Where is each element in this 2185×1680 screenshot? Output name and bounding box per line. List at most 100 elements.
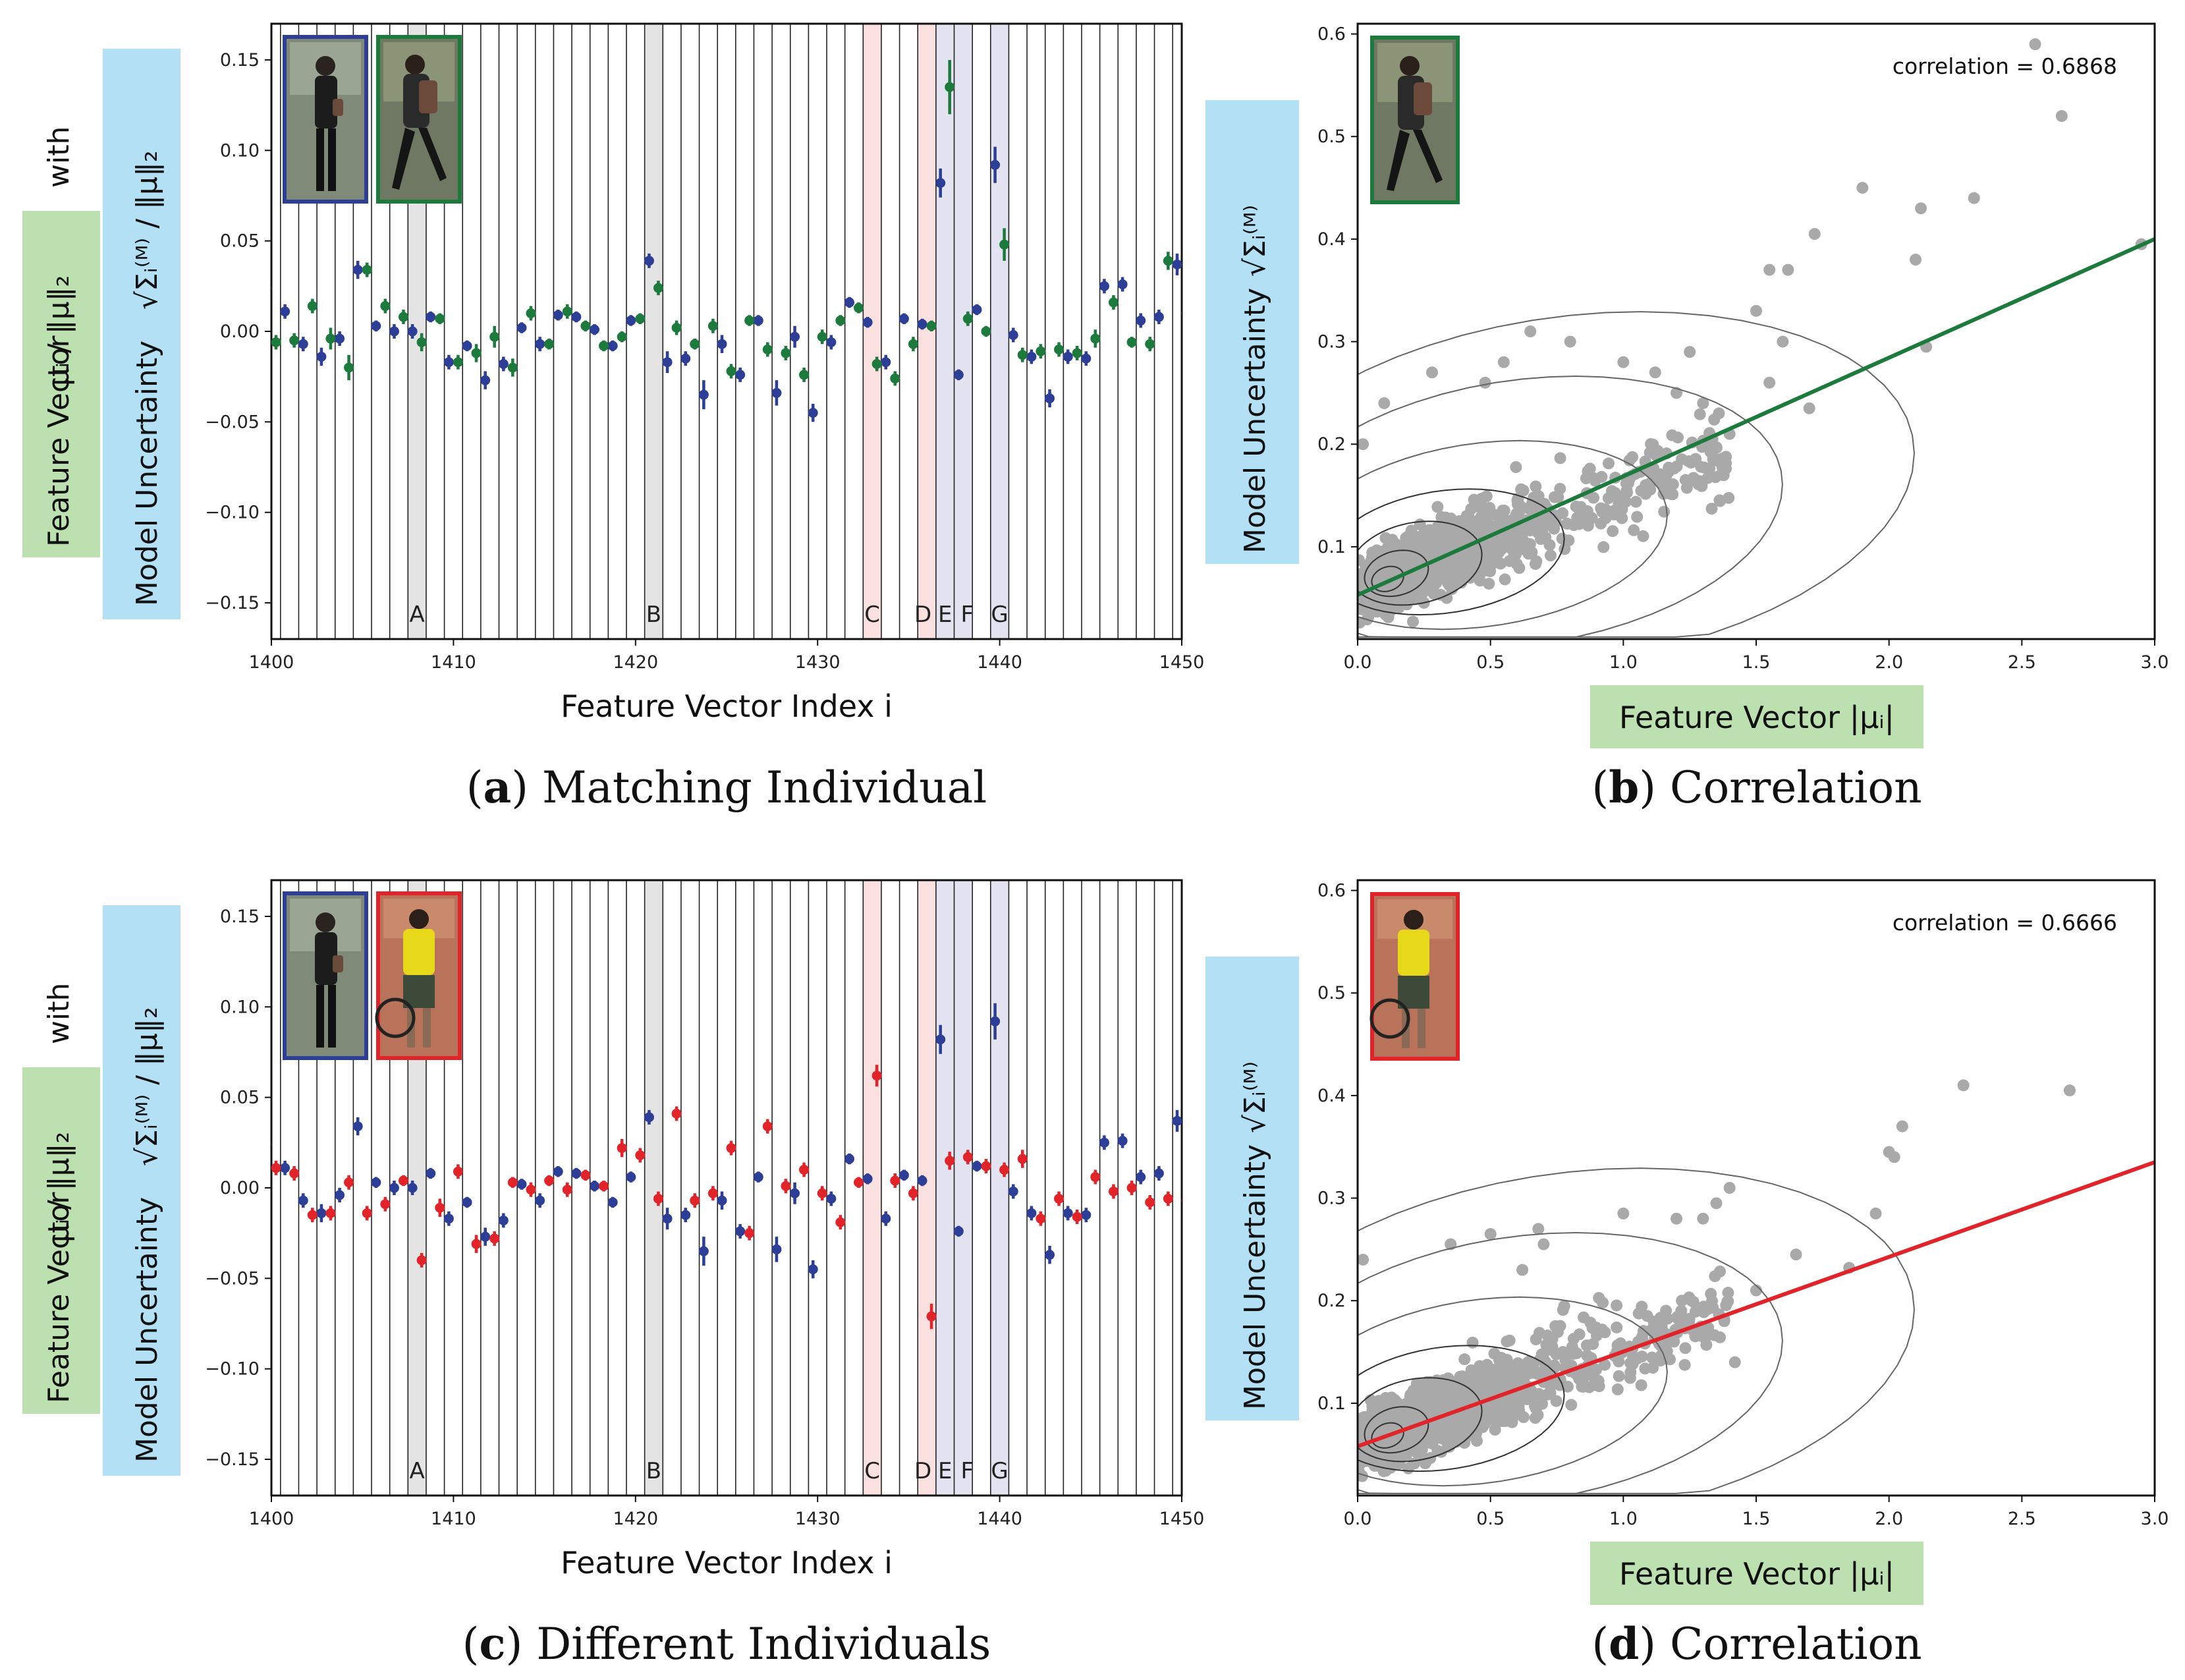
y-tick-label: 0.00 bbox=[220, 322, 260, 342]
gallery-point bbox=[945, 82, 955, 92]
scatter-point bbox=[1530, 555, 1543, 567]
scatter-point bbox=[1557, 507, 1569, 519]
band-E bbox=[935, 880, 954, 1496]
x-label-feature-vector: Feature Vector |μᵢ| bbox=[1619, 1556, 1895, 1592]
band-label-G: G bbox=[991, 1458, 1008, 1484]
query-point bbox=[990, 1016, 1001, 1026]
gallery-point bbox=[1181, 1198, 1182, 1202]
scatter-point bbox=[1659, 1344, 1671, 1357]
scatter-point bbox=[1431, 520, 1444, 533]
scatter-point bbox=[1485, 559, 1498, 571]
x-tick-label: 3.0 bbox=[2141, 652, 2169, 673]
band-label-B: B bbox=[646, 1458, 661, 1484]
y-label-feature-fraction: μᵢ / ‖μ‖₂ bbox=[42, 1132, 76, 1243]
scatter-point bbox=[1497, 356, 1510, 368]
caption-a: (a) Matching Individual bbox=[466, 762, 987, 813]
y-axis-ticks: −0.15 −0.10 −0.05 0.00 0.05 0.10 0.15 bbox=[205, 50, 271, 613]
y-tick-label: 0.15 bbox=[220, 907, 260, 927]
scatter-point bbox=[1617, 356, 1630, 368]
scatter-point bbox=[1416, 544, 1428, 556]
gallery-point bbox=[835, 316, 846, 326]
band-label-A: A bbox=[409, 602, 424, 628]
query-point bbox=[389, 1183, 399, 1193]
query-point bbox=[590, 324, 600, 335]
band-label-F: F bbox=[961, 1458, 974, 1484]
scatter-point bbox=[1524, 325, 1537, 337]
y-label-feature-vector: Feature Vector bbox=[42, 1192, 76, 1403]
gallery-point bbox=[617, 1143, 627, 1154]
correlation-annotation: correlation = 0.6868 bbox=[1893, 53, 2117, 79]
scatter-point bbox=[1458, 1353, 1471, 1366]
query-point bbox=[917, 1175, 927, 1186]
scatter-point bbox=[1402, 530, 1414, 543]
query-point bbox=[644, 1112, 654, 1123]
x-tick-label: 1450 bbox=[1159, 1509, 1205, 1529]
query-point bbox=[389, 326, 399, 337]
gallery-point bbox=[453, 1166, 463, 1177]
scatter-point bbox=[1705, 1287, 1717, 1300]
scatter-point bbox=[1602, 492, 1615, 505]
scatter-point bbox=[1378, 545, 1391, 557]
scatter-point bbox=[1546, 1340, 1559, 1353]
query-point bbox=[298, 1195, 308, 1206]
plot-frame bbox=[1356, 22, 2156, 640]
gallery-point bbox=[1090, 1172, 1101, 1183]
caption-c-text: Different Individuals bbox=[522, 1619, 991, 1669]
gallery-point bbox=[435, 1202, 445, 1213]
scatter-point bbox=[1462, 1427, 1474, 1440]
gallery-point bbox=[653, 1193, 663, 1204]
scatter-point bbox=[1441, 526, 1453, 538]
y-tick-label: 0.15 bbox=[220, 50, 260, 70]
error-bar-points bbox=[271, 59, 1182, 422]
query-point bbox=[535, 1195, 545, 1206]
gallery-point bbox=[526, 1185, 536, 1195]
scatter-point bbox=[1512, 498, 1524, 511]
scatter-point bbox=[1554, 452, 1566, 464]
scatter-point bbox=[1558, 1300, 1570, 1312]
y-tick-label: 0.1 bbox=[1317, 1393, 1346, 1414]
y-tick-label: −0.10 bbox=[205, 503, 260, 523]
gallery-point bbox=[908, 339, 918, 349]
y-tick-label: 0.5 bbox=[1317, 983, 1346, 1003]
scatter-point bbox=[1597, 541, 1610, 553]
feature-vector-label-bg bbox=[22, 1067, 100, 1414]
gallery-point bbox=[507, 1177, 518, 1188]
scatter-point bbox=[1777, 335, 1789, 348]
y-label-model-uncertainty: Model Uncertainty bbox=[1238, 288, 1272, 553]
panel-b-correlation: 0.1 0.2 0.3 0.4 0.5 0.6 0.0 0.5 1.0 1.5 2.0 2.5 3.0… bbox=[1317, 22, 2169, 673]
panel-a-axis-labels: Feature Vector μᵢ / ‖μ‖₂ with Model Unce… bbox=[22, 49, 893, 724]
band-C bbox=[863, 24, 881, 639]
scatter-point bbox=[1723, 1182, 1736, 1194]
x-axis-ticks: 0.0 0.5 1.0 1.5 2.0 2.5 3.0 bbox=[1344, 1496, 2169, 1529]
y-tick-label: −0.15 bbox=[205, 1449, 260, 1470]
gallery-point bbox=[1054, 1193, 1065, 1204]
scatter-point bbox=[1548, 491, 1561, 503]
scatter-point bbox=[1433, 540, 1446, 552]
query-point bbox=[407, 326, 418, 337]
panel-c-axis-labels: Feature Vector μᵢ / ‖μ‖₂ with Model Unce… bbox=[22, 905, 893, 1581]
gallery-point bbox=[1072, 348, 1082, 358]
gallery-point bbox=[671, 323, 682, 333]
scatter-point bbox=[1516, 1264, 1529, 1276]
gallery-thumbnail-image bbox=[1370, 36, 1460, 204]
gallery-point bbox=[1163, 1193, 1173, 1204]
scatter-point bbox=[1729, 1356, 1741, 1368]
scatter-point bbox=[1602, 457, 1615, 470]
density-contour bbox=[1371, 565, 1404, 592]
x-tick-label: 1.0 bbox=[1609, 652, 1638, 673]
feature-vector-label-bg bbox=[1590, 1542, 1923, 1605]
x-tick-label: 1430 bbox=[795, 1509, 841, 1529]
scatter-point bbox=[2063, 1084, 2076, 1097]
panel-d-axis-labels: Model Uncertainty √Σᵢ⁽ᴹ⁾ Feature Vector … bbox=[1205, 957, 1923, 1605]
x-tick-label: 1.5 bbox=[1742, 652, 1771, 673]
density-contour bbox=[1371, 1422, 1404, 1449]
scatter-point bbox=[1517, 1411, 1530, 1424]
query-point bbox=[1153, 312, 1164, 322]
query-point bbox=[271, 286, 272, 290]
query-point bbox=[407, 1183, 418, 1193]
query-point bbox=[881, 1214, 891, 1224]
band-label-E: E bbox=[938, 1458, 952, 1484]
